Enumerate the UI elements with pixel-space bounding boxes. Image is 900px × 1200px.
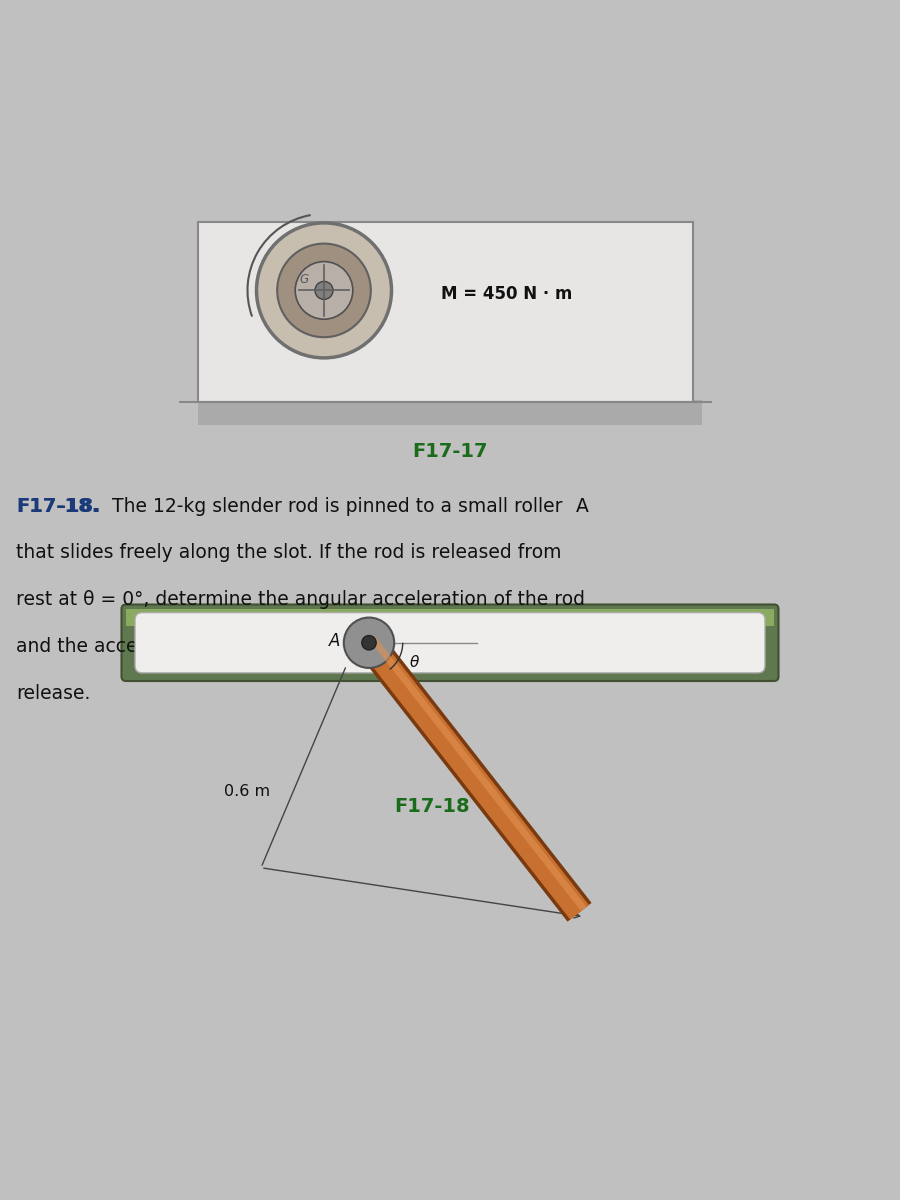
Text: F17–18.: F17–18. [16, 497, 101, 516]
Text: that slides freely along the slot. If the rod is released from: that slides freely along the slot. If th… [16, 544, 562, 563]
Circle shape [315, 281, 333, 299]
Text: 0.6 m: 0.6 m [224, 784, 271, 799]
Circle shape [295, 262, 353, 319]
Text: release.: release. [16, 684, 91, 703]
Text: θ: θ [410, 655, 418, 670]
Bar [198, 400, 702, 425]
Text: rest at θ = 0°, determine the angular acceleration of the rod: rest at θ = 0°, determine the angular ac… [16, 590, 585, 610]
Text: A: A [329, 632, 340, 650]
Bar [198, 222, 693, 402]
Text: F17-17: F17-17 [412, 442, 488, 461]
Text: M = 450 N · m: M = 450 N · m [441, 284, 572, 302]
Circle shape [277, 244, 371, 337]
Text: F17-18.: F17-18. [16, 497, 99, 516]
Text: F17-18: F17-18 [394, 798, 470, 816]
FancyBboxPatch shape [122, 605, 778, 680]
FancyBboxPatch shape [135, 612, 765, 673]
Text: The 12-kg slender rod is pinned to a small roller   A: The 12-kg slender rod is pinned to a sma… [112, 497, 590, 516]
Circle shape [362, 636, 376, 650]
Text: and the acceleration of the roller immediately after the: and the acceleration of the roller immed… [16, 637, 535, 656]
Circle shape [256, 223, 392, 358]
Circle shape [344, 618, 394, 668]
Text: G: G [300, 274, 309, 286]
Bar [126, 608, 774, 626]
